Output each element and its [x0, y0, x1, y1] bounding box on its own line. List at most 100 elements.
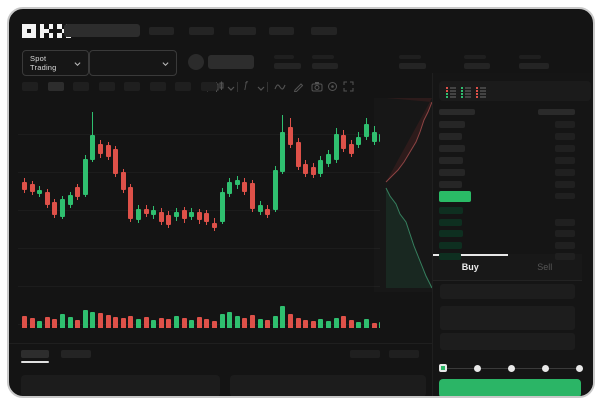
camera-snapshot-icon[interactable] [311, 81, 323, 92]
interval-button-4[interactable] [124, 82, 140, 91]
ob-header-right [538, 109, 575, 115]
bottom-tab-0[interactable] [21, 350, 49, 358]
candle [356, 137, 361, 145]
search-input[interactable] [64, 24, 140, 37]
depth-chart[interactable] [374, 98, 434, 292]
ask-price-4[interactable] [439, 169, 465, 176]
nav-item-1[interactable] [189, 27, 214, 35]
chevron-down-icon[interactable] [257, 84, 265, 92]
volume-bar [159, 318, 164, 328]
bottom-action-0[interactable] [350, 350, 380, 358]
volume-bar [227, 312, 232, 328]
candle [227, 182, 232, 194]
slider-stop-50[interactable] [507, 364, 515, 372]
slider-stop-25[interactable] [473, 364, 481, 372]
ask-price-2[interactable] [439, 145, 465, 152]
volume-bar [250, 315, 255, 328]
volume-bar [280, 306, 285, 328]
volume-bar [75, 320, 80, 328]
toolbar-divider [237, 82, 238, 92]
ask-price-3[interactable] [439, 157, 463, 164]
indicators-icon[interactable]: ƒ [243, 80, 249, 91]
bottom-tab-1[interactable] [61, 350, 91, 358]
settings-icon[interactable] [327, 81, 338, 92]
bid-amount-1 [555, 218, 575, 226]
candle [52, 202, 57, 215]
fullscreen-icon[interactable] [343, 81, 354, 92]
draw-pencil-icon[interactable] [293, 81, 304, 92]
trading-mode-dropdown[interactable]: Spot Trading [22, 50, 89, 76]
interval-button-2[interactable] [73, 82, 89, 91]
toggle-book-bids-only[interactable] [460, 85, 472, 98]
candle [90, 135, 95, 160]
candle [379, 134, 380, 142]
interval-button-5[interactable] [149, 82, 166, 91]
volume-bar [288, 314, 293, 328]
volume-bar [265, 320, 270, 328]
ask-price-0[interactable] [439, 121, 465, 128]
buy-submit-button[interactable] [439, 379, 581, 396]
toggle-book-combined[interactable] [445, 85, 457, 98]
volume-bar [68, 317, 73, 328]
nav-item-2[interactable] [229, 27, 256, 35]
interval-button-0[interactable] [22, 82, 38, 91]
interval-button-7[interactable] [200, 82, 217, 91]
tab-buy[interactable]: Buy [433, 254, 508, 280]
candle [75, 187, 80, 197]
candle [113, 149, 118, 174]
slider-stop-100[interactable] [575, 364, 583, 372]
price-input[interactable] [440, 284, 575, 299]
nav-item-0[interactable] [149, 27, 174, 35]
history-panel-placeholder[interactable] [230, 375, 426, 396]
active-tab-underline [21, 361, 49, 363]
bid-price-4[interactable] [439, 253, 461, 260]
bid-price-0[interactable] [439, 207, 463, 214]
ticker-value-0 [274, 63, 301, 69]
volume-bar [128, 316, 133, 328]
nav-item-3[interactable] [269, 27, 294, 35]
ticker-value-3 [464, 63, 490, 69]
line-chart-icon[interactable] [274, 82, 286, 92]
volume-bar [303, 320, 308, 328]
ticker-label-1 [312, 55, 334, 59]
candlestick-chart[interactable] [18, 98, 380, 342]
candle [174, 212, 179, 217]
bottom-action-1[interactable] [389, 350, 419, 358]
bid-amount-2 [555, 230, 575, 237]
volume-bar [197, 317, 202, 328]
interval-button-3[interactable] [98, 82, 115, 91]
last-price-highlight[interactable] [439, 191, 471, 202]
app-window: Spot Trading ƒ [7, 7, 595, 398]
tab-sell[interactable]: Sell [537, 262, 553, 272]
volume-bar [372, 323, 377, 328]
amount-input[interactable] [440, 306, 575, 330]
ask-price-1[interactable] [439, 133, 462, 140]
volume-bar [98, 313, 103, 328]
total-input[interactable] [440, 333, 575, 350]
toggle-book-asks-only[interactable] [475, 85, 487, 98]
nav-item-4[interactable] [311, 27, 337, 35]
volume-bar [220, 314, 225, 328]
pair-name-placeholder[interactable] [208, 55, 254, 69]
volume-bar [326, 321, 331, 328]
interval-button-6[interactable] [175, 82, 191, 91]
orders-panel-placeholder[interactable] [21, 375, 220, 396]
pair-selector-dropdown[interactable] [89, 50, 177, 76]
candle [250, 183, 255, 209]
slider-stop-75[interactable] [541, 364, 549, 372]
volume-bar [212, 321, 217, 328]
bid-amount-3 [555, 241, 575, 249]
bid-price-1[interactable] [439, 218, 462, 226]
bid-price-2[interactable] [439, 230, 463, 237]
slider-handle[interactable] [439, 364, 447, 372]
chevron-down-icon [162, 61, 169, 66]
bid-price-3[interactable] [439, 241, 462, 249]
toolbar-divider [267, 82, 268, 92]
ticker-label-4 [519, 55, 541, 59]
interval-button-1[interactable] [47, 82, 64, 91]
chevron-down-icon[interactable] [227, 84, 235, 92]
volume-bar [151, 320, 156, 328]
candle [364, 124, 369, 137]
candle-style-icon[interactable] [213, 81, 225, 93]
ask-price-5[interactable] [439, 181, 462, 188]
